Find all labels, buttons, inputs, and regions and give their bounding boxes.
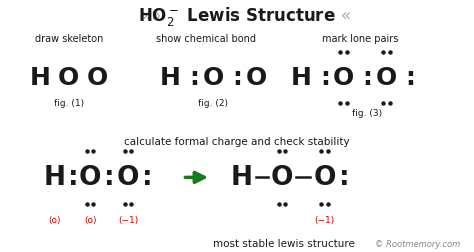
Text: fig. (3): fig. (3) (352, 109, 383, 118)
Text: :: : (232, 66, 242, 90)
Text: O: O (313, 165, 336, 191)
Text: (−1): (−1) (118, 215, 138, 224)
Text: :: : (190, 66, 199, 90)
Text: (−1): (−1) (315, 215, 335, 224)
Text: draw skeleton: draw skeleton (35, 34, 103, 44)
Text: H: H (44, 165, 65, 191)
Text: O: O (376, 66, 397, 90)
Text: O: O (79, 165, 101, 191)
Text: :: : (320, 66, 329, 90)
Text: O: O (333, 66, 354, 90)
Text: O: O (87, 66, 108, 90)
Text: HO$_2^-$ Lewis Structure: HO$_2^-$ Lewis Structure (138, 5, 336, 28)
Text: (o): (o) (48, 215, 61, 224)
Text: :: : (104, 165, 114, 191)
Text: calculate formal charge and check stability: calculate formal charge and check stabil… (124, 136, 350, 146)
Text: H: H (231, 165, 253, 191)
Text: show chemical bond: show chemical bond (156, 34, 256, 44)
Text: «: « (341, 7, 351, 25)
Text: O: O (271, 165, 293, 191)
Text: :: : (339, 165, 350, 191)
Text: mark lone pairs: mark lone pairs (322, 34, 399, 44)
Text: H: H (160, 66, 181, 90)
Text: (o): (o) (84, 215, 96, 224)
Text: O: O (117, 165, 139, 191)
Text: :: : (68, 165, 79, 191)
Text: H: H (291, 66, 311, 90)
Text: :: : (363, 66, 372, 90)
Text: most stable lewis structure: most stable lewis structure (213, 238, 356, 248)
Text: »»: »» (141, 7, 162, 25)
Text: fig. (2): fig. (2) (198, 99, 228, 108)
Text: fig. (1): fig. (1) (54, 99, 84, 108)
Text: O: O (58, 66, 79, 90)
Text: O: O (203, 66, 224, 90)
Text: H: H (30, 66, 51, 90)
Text: :: : (405, 66, 415, 90)
Text: :: : (142, 165, 152, 191)
Text: O: O (246, 66, 266, 90)
Text: © Rootmemory.com: © Rootmemory.com (374, 239, 460, 248)
